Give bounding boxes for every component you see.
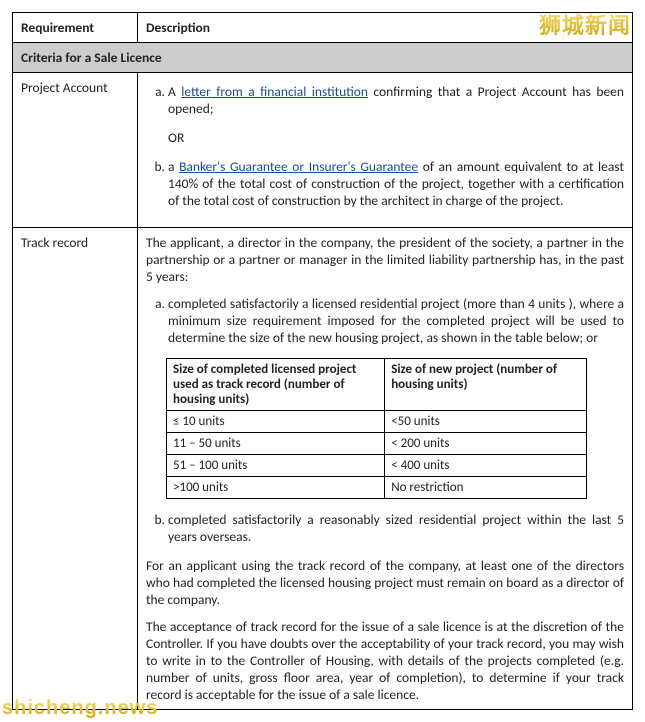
criteria-title: Criteria for a Sale Licence [13, 43, 633, 73]
inner-col1-header: Size of completed licensed project used … [167, 359, 385, 411]
inner-r2-c1: 51 – 100 units [167, 455, 385, 477]
inner-r0-c1: ≤ 10 units [167, 411, 385, 433]
tr-para1: For an applicant using the track record … [146, 557, 624, 608]
inner-r1-c1: 11 – 50 units [167, 433, 385, 455]
tr-intro: The applicant, a director in the company… [146, 234, 624, 285]
cell-track-record-desc: The applicant, a director in the company… [138, 228, 633, 710]
pa-b-pre: a [168, 158, 179, 175]
track-record-list: completed satisfactorily a licensed resi… [146, 295, 624, 346]
project-account-item-b: a Banker's Guarantee or Insurer's Guaran… [168, 158, 624, 209]
inner-r2-c2: < 400 units [385, 455, 586, 477]
inner-row-2: 51 – 100 units < 400 units [167, 455, 587, 477]
tr-para2: The acceptance of track record for the i… [146, 618, 624, 703]
row-track-record: Track record The applicant, a director i… [13, 228, 633, 710]
header-requirement: Requirement [13, 13, 138, 43]
inner-r1-c2: < 200 units [385, 433, 586, 455]
header-description: Description [138, 13, 633, 43]
track-record-inner-table: Size of completed licensed project used … [166, 358, 587, 499]
cell-project-account-desc: A letter from a financial institution co… [138, 73, 633, 228]
pa-or: OR [168, 129, 624, 146]
tr-item-b-text: completed satisfactorily a reasonably si… [168, 511, 624, 545]
inner-r3-c2: No restriction [385, 477, 586, 499]
tr-item-a-text: completed satisfactorily a licensed resi… [168, 295, 624, 346]
pa-a-pre: A [168, 83, 181, 100]
project-account-item-a: A letter from a financial institution co… [168, 83, 624, 146]
header-row: Requirement Description [13, 13, 633, 43]
inner-row-3: >100 units No restriction [167, 477, 587, 499]
cell-project-account-label: Project Account [13, 73, 138, 228]
inner-row-1: 11 – 50 units < 200 units [167, 433, 587, 455]
inner-col2-header: Size of new project (number of housing u… [385, 359, 586, 411]
project-account-list: A letter from a financial institution co… [146, 83, 624, 209]
pa-b-link[interactable]: Banker's Guarantee or Insurer's Guarante… [179, 158, 418, 175]
pa-a-link[interactable]: letter from a financial institution [181, 83, 368, 100]
requirements-table: Requirement Description Criteria for a S… [12, 12, 633, 710]
criteria-row: Criteria for a Sale Licence [13, 43, 633, 73]
track-record-item-b: completed satisfactorily a reasonably si… [168, 511, 624, 545]
inner-r0-c2: <50 units [385, 411, 586, 433]
cell-track-record-label: Track record [13, 228, 138, 710]
inner-r3-c1: >100 units [167, 477, 385, 499]
track-record-item-a: completed satisfactorily a licensed resi… [168, 295, 624, 346]
inner-row-0: ≤ 10 units <50 units [167, 411, 587, 433]
track-record-list-b: completed satisfactorily a reasonably si… [146, 511, 624, 545]
row-project-account: Project Account A letter from a financia… [13, 73, 633, 228]
